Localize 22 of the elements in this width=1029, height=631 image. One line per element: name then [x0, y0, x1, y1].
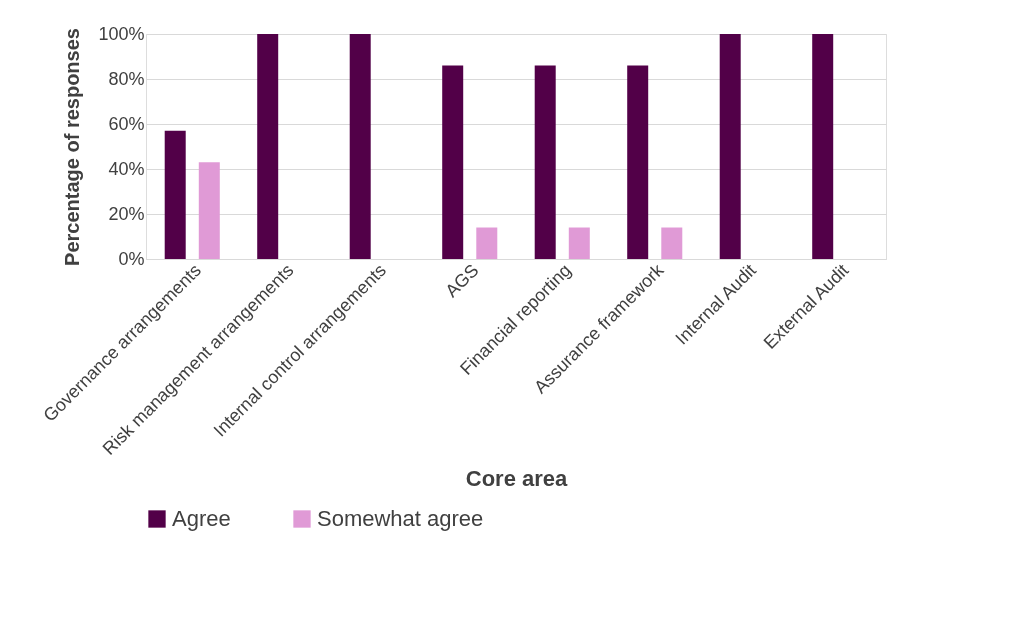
bar [534, 65, 556, 259]
y-tick-label: 80% [108, 68, 145, 89]
y-tick-label: 0% [118, 248, 145, 269]
bar [257, 34, 279, 259]
legend-label: Agree [172, 506, 231, 531]
bar [198, 162, 220, 259]
y-axis-title: Percentage of responses [61, 28, 84, 266]
bar [719, 34, 741, 259]
bar [476, 227, 498, 259]
y-tick-label: 40% [108, 158, 145, 179]
bar [627, 65, 649, 259]
bar [661, 227, 683, 259]
bar [164, 130, 186, 259]
y-tick-label: 60% [108, 113, 145, 134]
bar [442, 65, 464, 259]
bar [349, 34, 371, 259]
bar [568, 227, 590, 259]
bar [812, 34, 834, 259]
x-axis-title: Core area [465, 465, 569, 491]
y-tick-label: 100% [98, 23, 145, 44]
legend-label: Somewhat agree [317, 506, 484, 531]
y-tick-label: 20% [108, 203, 145, 224]
